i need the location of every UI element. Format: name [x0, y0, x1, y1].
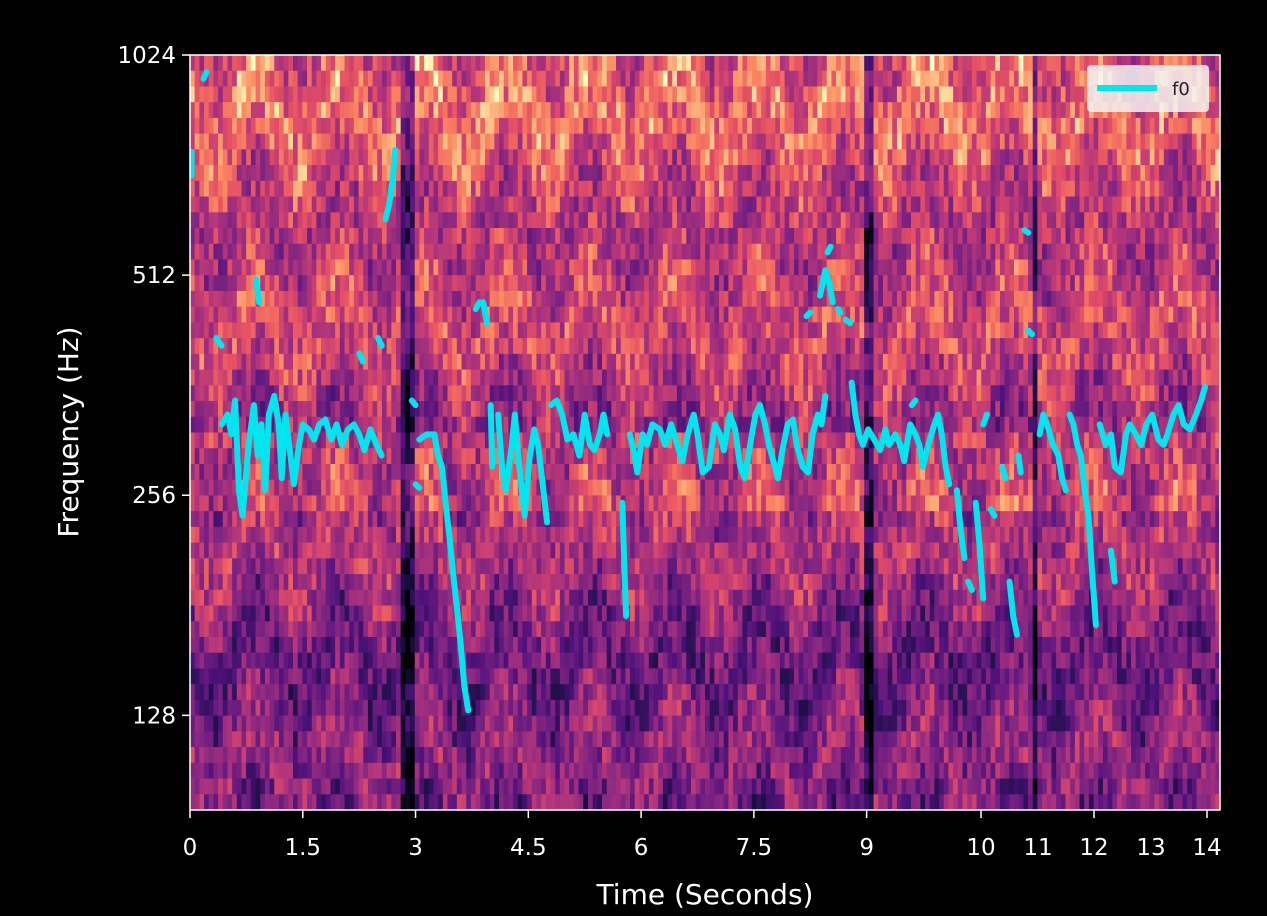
f0-segment [807, 313, 811, 317]
x-axis-title: Time (Seconds) [596, 878, 814, 911]
f0-segment [412, 401, 416, 406]
f0-segment [983, 415, 987, 425]
f0-segment [1025, 230, 1029, 233]
f0-segment [204, 72, 207, 79]
x-tick-label: 13 [1136, 835, 1165, 861]
y-tick-label: 128 [132, 703, 176, 729]
x-tick-label: 0 [183, 835, 198, 861]
x-tick-label: 3 [408, 835, 423, 861]
x-tick-label: 14 [1192, 835, 1221, 861]
f0-segment [1002, 467, 1006, 479]
legend: f0 [1087, 65, 1209, 112]
x-tick-label: 4.5 [510, 835, 547, 861]
y-axis-title: Frequency (Hz) [52, 326, 85, 537]
f0-segment [1111, 551, 1115, 582]
f0-segment [416, 484, 420, 488]
f0-segment [359, 354, 363, 362]
f0-segment [476, 302, 480, 309]
f0-segment [912, 401, 916, 406]
y-tick-label: 1024 [117, 43, 176, 69]
x-tick-label: 1.5 [284, 835, 321, 861]
f0-segment [838, 309, 840, 313]
x-tick-label: 6 [634, 835, 649, 861]
legend-f0-label: f0 [1172, 79, 1190, 100]
y-tick-label: 256 [132, 483, 176, 509]
x-tick-label: 10 [966, 835, 995, 861]
f0-segment [491, 405, 493, 467]
x-tick-label: 11 [1023, 835, 1052, 861]
f0-segment [483, 302, 487, 323]
x-tick-label: 9 [859, 835, 874, 861]
f0-segment [622, 503, 626, 616]
x-tick-label: 12 [1079, 835, 1108, 861]
f0-segment [828, 247, 831, 253]
f0-segment [256, 280, 259, 303]
f0-segment [1019, 456, 1021, 473]
f0-segment [1028, 331, 1032, 335]
f0-segment [846, 320, 851, 324]
x-tick-label: 7.5 [736, 835, 773, 861]
f0-segment [378, 338, 382, 346]
f0-segment [968, 582, 972, 590]
f0-segment [991, 509, 995, 516]
y-tick-label: 512 [132, 263, 176, 289]
